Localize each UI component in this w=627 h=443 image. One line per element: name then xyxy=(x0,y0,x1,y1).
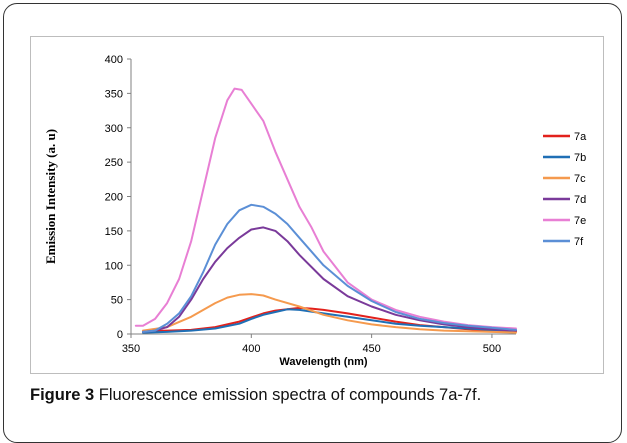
series-line-7c xyxy=(142,293,517,334)
figure-caption-text: Fluorescence emission spectra of compoun… xyxy=(98,386,482,404)
legend-label-7a: 7a xyxy=(574,131,587,143)
series-line-7f xyxy=(142,203,517,333)
emission-spectra-chart: 0 50 100 150 200 250 300 350 400 350 400 450 500 Wave… xyxy=(43,54,587,368)
y-tick-label: 0 xyxy=(117,329,123,341)
figure-caption: Figure 3 Fluorescence emission spectra o… xyxy=(30,386,481,405)
y-tick-label: 200 xyxy=(105,192,123,204)
y-tick-label: 350 xyxy=(105,88,123,100)
legend-label-7b: 7b xyxy=(574,152,586,164)
y-tick-label: 400 xyxy=(105,54,123,66)
figure-caption-label: Figure 3 xyxy=(30,386,95,404)
series-line-7b xyxy=(142,308,517,334)
x-tick-label: 350 xyxy=(122,343,140,355)
legend-label-7e: 7e xyxy=(574,215,586,227)
y-axis-label: Emission Intensity (a. u) xyxy=(43,129,58,264)
y-tick-label: 50 xyxy=(111,295,123,307)
y-tick-label: 250 xyxy=(105,157,123,169)
x-axis-label: Wavelength (nm) xyxy=(279,356,368,368)
x-tick-label: 450 xyxy=(362,343,380,355)
legend-label-7c: 7c xyxy=(574,173,586,185)
legend-label-7f: 7f xyxy=(574,236,584,248)
chart-area: 0 50 100 150 200 250 300 350 400 350 400 450 500 Wave… xyxy=(30,36,604,374)
series-line-7d xyxy=(142,226,517,333)
x-tick-label: 400 xyxy=(242,343,260,355)
x-tick-label: 500 xyxy=(483,343,501,355)
legend-label-7d: 7d xyxy=(574,194,586,206)
y-tick-label: 100 xyxy=(105,260,123,272)
y-tick-label: 300 xyxy=(105,123,123,135)
y-tick-label: 150 xyxy=(105,226,123,238)
series-line-7e xyxy=(134,87,517,330)
